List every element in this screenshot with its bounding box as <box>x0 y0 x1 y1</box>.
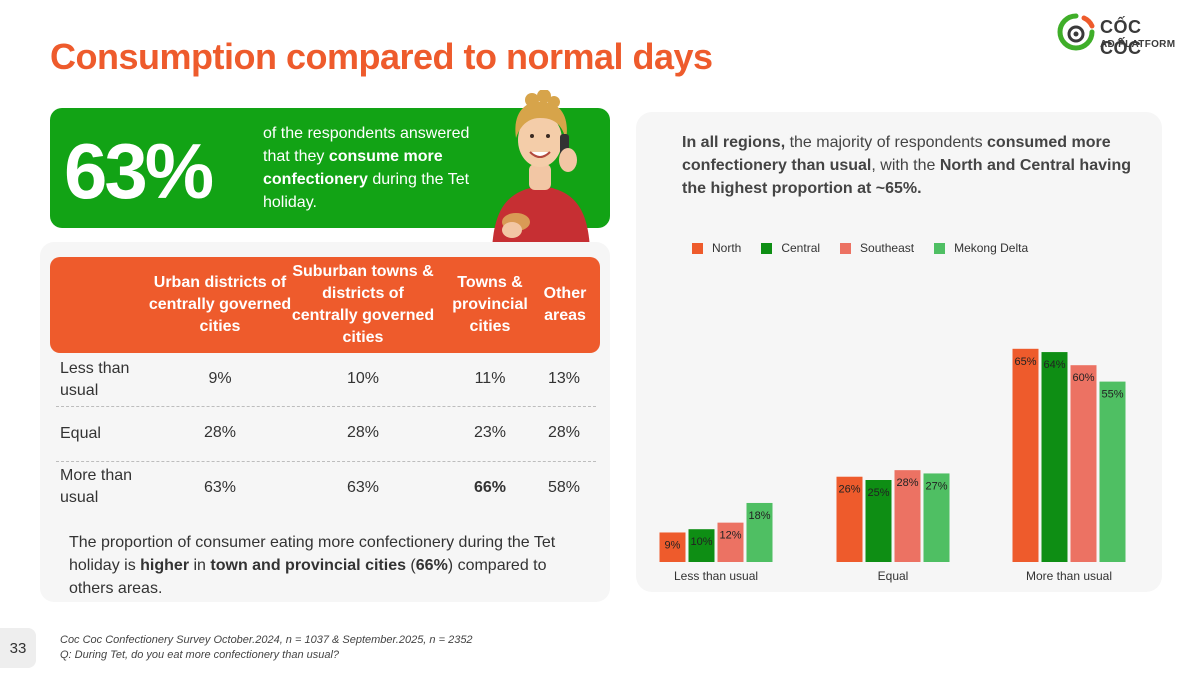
table-cell: 23% <box>473 424 507 441</box>
bar-value-label: 27% <box>925 480 947 492</box>
chart-legend: North Central Southeast Mekong Delta <box>692 241 1048 255</box>
table-header: Urban districts of centrally governed ci… <box>50 257 600 353</box>
note-bold-2: town and provincial cities <box>210 557 406 574</box>
legend-label: Central <box>781 241 821 255</box>
bar-value-label: 65% <box>1014 356 1036 368</box>
logo-subtitle: AD PLATFORM <box>1100 39 1176 50</box>
legend-swatch <box>840 242 852 254</box>
table-cell: 9% <box>208 370 232 387</box>
legend-label: Southeast <box>860 241 915 255</box>
bar-value-label: 10% <box>690 536 712 548</box>
bar-mekong-delta <box>746 502 773 562</box>
row-divider <box>56 461 596 462</box>
bar-north <box>1012 348 1039 562</box>
legend-swatch <box>934 242 946 254</box>
hero-text-pre: of the respondents answered that they <box>263 125 470 165</box>
legend-item: Mekong Delta <box>934 241 1028 255</box>
note-post: ) compared to others areas. <box>69 557 547 597</box>
source-line-2: Q: During Tet, do you eat more confectio… <box>60 649 340 661</box>
bar-value-label: 25% <box>867 487 889 499</box>
bar-value-label: 28% <box>896 477 918 489</box>
table-cell-highlight: 66% <box>473 479 507 496</box>
table-cell: 28% <box>547 424 581 441</box>
table-cell: 11% <box>474 370 506 387</box>
table-cell: 63% <box>203 479 237 496</box>
legend-item: North <box>692 241 741 255</box>
chart-text-2: , with the <box>871 157 940 174</box>
coccoc-logo: CỐC CỐC AD PLATFORM <box>1056 12 1186 58</box>
note-mid: in <box>189 557 211 574</box>
bar-southeast <box>894 470 921 562</box>
logo-name: CỐC CỐC <box>1100 17 1142 58</box>
coccoc-logo-icon <box>1057 13 1095 51</box>
note-bold-1: higher <box>140 557 190 574</box>
bar-central <box>865 480 892 562</box>
page-title: Consumption compared to normal days <box>50 36 713 77</box>
bar-central <box>688 529 715 562</box>
bar-central <box>1041 352 1068 562</box>
bar-value-label: 55% <box>1101 389 1123 401</box>
column-header-urban: Urban districts of centrally governed ci… <box>148 274 292 335</box>
chart-description: In all regions, the majority of responde… <box>682 131 1152 200</box>
row-label-less: Less than usual <box>60 360 130 399</box>
table-cell: 10% <box>346 370 380 387</box>
legend-item: Southeast <box>840 241 914 255</box>
bar-value-label: 60% <box>1072 372 1094 384</box>
bar-north <box>659 532 686 562</box>
hero-text: of the respondents answered that they co… <box>263 122 495 214</box>
chart-text-bold-2: consumed more confectionery than usual <box>682 134 1111 174</box>
table-cell: 28% <box>346 424 380 441</box>
legend-item: Central <box>761 241 820 255</box>
chart-text-1: the majority of respondents <box>785 134 988 151</box>
legend-label: Mekong Delta <box>954 241 1029 255</box>
bar-north <box>836 476 863 562</box>
bar-southeast <box>717 522 744 562</box>
row-divider <box>56 406 596 407</box>
chart-text-bold-1: In all regions, <box>682 134 786 151</box>
category-label: More than usual <box>1026 569 1112 583</box>
bar-chart: 9% 10% 12% 18% Less than usual 26% 25% 28% 27% Eq… <box>659 348 1126 583</box>
bar-southeast <box>1070 365 1097 562</box>
note-bold-3: 66% <box>415 557 448 574</box>
hero-text-bold: consume more confectionery <box>263 148 443 188</box>
bar-mekong-delta <box>1099 381 1126 562</box>
table-cell: 13% <box>547 370 581 387</box>
bar-mekong-delta <box>923 473 950 562</box>
table-cell: 58% <box>547 479 581 496</box>
legend-swatch <box>692 242 703 254</box>
page-number: 33 <box>0 628 36 668</box>
category-label: Equal <box>878 569 909 583</box>
source-line-1: Coc Coc Confectionery Survey October.202… <box>60 634 473 646</box>
bar-value-label: 64% <box>1043 359 1065 371</box>
hero-text-post: during the Tet holiday. <box>263 171 470 211</box>
row-label-equal: Equal <box>60 425 101 442</box>
bar-value-label: 26% <box>838 484 860 496</box>
note-mid-2: ( <box>405 557 416 574</box>
row-label-more: More than usual <box>60 467 133 506</box>
table-cell: 28% <box>203 424 237 441</box>
note-pre: The proportion of consumer eating more c… <box>69 534 556 574</box>
table-note: The proportion of consumer eating more c… <box>69 531 589 600</box>
source-note: Coc Coc Confectionery Survey October.202… <box>60 633 473 663</box>
category-label: Less than usual <box>674 569 758 583</box>
hero-percent: 63% <box>64 127 214 215</box>
bar-value-label: 9% <box>665 539 681 551</box>
chart-text-bold-3: North and Central having the highest pro… <box>682 157 1131 197</box>
bar-value-label: 18% <box>748 510 770 522</box>
bar-value-label: 12% <box>719 530 741 542</box>
column-header-towns: Towns & provincial cities <box>452 274 528 335</box>
woman-on-phone-illustration <box>492 90 590 250</box>
table-cell: 63% <box>346 479 380 496</box>
legend-label: North <box>712 241 742 255</box>
column-header-other: Other areas <box>543 285 587 324</box>
legend-swatch <box>761 242 773 254</box>
column-header-suburban: Suburban towns & districts of centrally … <box>291 263 435 346</box>
